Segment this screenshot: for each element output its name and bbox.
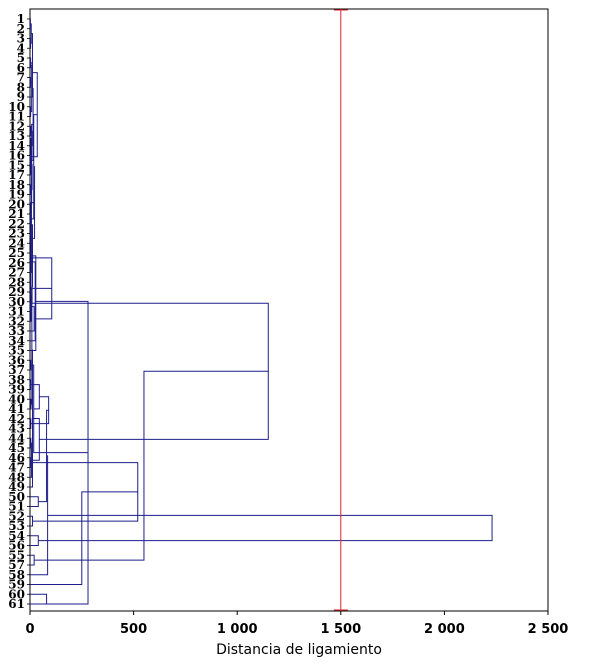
- leaf-label: 10: [8, 100, 25, 114]
- leaf-label: 50: [8, 490, 25, 504]
- x-tick-label: 2 500: [528, 622, 569, 637]
- leaf-label: 49: [8, 480, 25, 494]
- dendrogram-link: [30, 593, 48, 605]
- leaf-label: 21: [8, 207, 25, 221]
- cut-line-layer: [333, 9, 348, 611]
- plot-border: [29, 8, 549, 612]
- x-tick-label: 1 000: [217, 622, 258, 637]
- dendrogram-link: [34, 370, 269, 561]
- leaf-label: 7: [17, 71, 25, 85]
- leaf-label: 17: [8, 168, 25, 182]
- leaf-label: 23: [8, 227, 25, 241]
- leaf-label: 39: [8, 383, 25, 397]
- leaf-label: 55: [8, 548, 25, 562]
- leaf-label: 12: [8, 119, 25, 133]
- leaf-label: 52: [8, 509, 25, 523]
- leaf-label: 40: [8, 392, 25, 406]
- leaf-label: 54: [8, 529, 25, 543]
- leaf-label: 15: [8, 158, 25, 172]
- leaf-label: 42: [8, 412, 25, 426]
- leaf-label: 45: [8, 441, 25, 455]
- leaf-label: 26: [8, 256, 25, 270]
- x-tick-label: 0: [25, 622, 34, 637]
- leaf-label: 33: [8, 324, 25, 338]
- leaf-label: 59: [8, 578, 25, 592]
- x-tick-label: 1 500: [320, 622, 361, 637]
- leaf-label: 46: [8, 451, 25, 465]
- leaf-label: 32: [8, 314, 25, 328]
- leaf-label: 48: [8, 470, 25, 484]
- leaf-label: 11: [8, 110, 25, 124]
- dendrogram-link: [30, 491, 138, 585]
- leaf-label: 2: [17, 22, 25, 36]
- dendrogram-links: [29, 18, 493, 605]
- leaf-label: 34: [8, 334, 25, 348]
- x-tick-label: 500: [120, 622, 147, 637]
- x-axis-title: Distancia de ligamiento: [216, 642, 382, 658]
- leaf-label: 30: [8, 295, 25, 309]
- leaf-label: 58: [8, 568, 25, 582]
- leaf-label: 47: [8, 461, 25, 475]
- leaf-label: 44: [8, 431, 25, 445]
- leaf-label: 3: [17, 32, 25, 46]
- leaf-label: 8: [17, 80, 25, 94]
- leaf-label: 25: [8, 246, 25, 260]
- plot-frame: [29, 8, 549, 612]
- leaf-label: 28: [8, 275, 25, 289]
- leaf-label: 9: [17, 90, 25, 104]
- x-tick-label: 2 000: [424, 622, 465, 637]
- leaf-label: 57: [8, 558, 25, 572]
- dendrogram-link: [30, 554, 35, 566]
- dendrogram-link: [30, 496, 39, 507]
- leaf-label: 37: [8, 363, 25, 377]
- leaf-label: 27: [8, 266, 25, 280]
- leaf-label: 4: [17, 41, 25, 55]
- leaf-label: 56: [8, 539, 25, 553]
- leaf-label: 36: [8, 353, 25, 367]
- leaf-label: 6: [17, 61, 25, 75]
- leaf-labels: 1234567891011121314161517181920212223242…: [8, 12, 30, 611]
- leaf-label: 51: [8, 500, 25, 514]
- leaf-label: 43: [8, 422, 25, 436]
- dendrogram-link: [30, 535, 39, 546]
- leaf-label: 19: [8, 188, 25, 202]
- leaf-label: 24: [8, 236, 25, 250]
- leaf-label: 14: [8, 139, 25, 153]
- leaf-label: 61: [8, 597, 25, 611]
- x-axis-ticks: 0 500 1 000 1 500 2 000 2 500: [25, 611, 568, 637]
- leaf-label: 20: [8, 197, 25, 211]
- leaf-label: 5: [17, 51, 25, 65]
- leaf-label: 13: [8, 129, 25, 143]
- leaf-label: 38: [8, 373, 25, 387]
- leaf-label: 16: [8, 149, 25, 163]
- leaf-label: 29: [8, 285, 25, 299]
- leaf-label: 35: [8, 344, 25, 358]
- leaf-label: 22: [8, 217, 25, 231]
- leaf-label: 41: [8, 402, 25, 416]
- leaf-label: 1: [17, 12, 25, 26]
- leaf-label: 18: [8, 178, 25, 192]
- leaf-label: 60: [8, 587, 25, 601]
- dendrogram-link: [38, 514, 493, 542]
- leaf-label: 53: [8, 519, 25, 533]
- leaf-label: 31: [8, 305, 25, 319]
